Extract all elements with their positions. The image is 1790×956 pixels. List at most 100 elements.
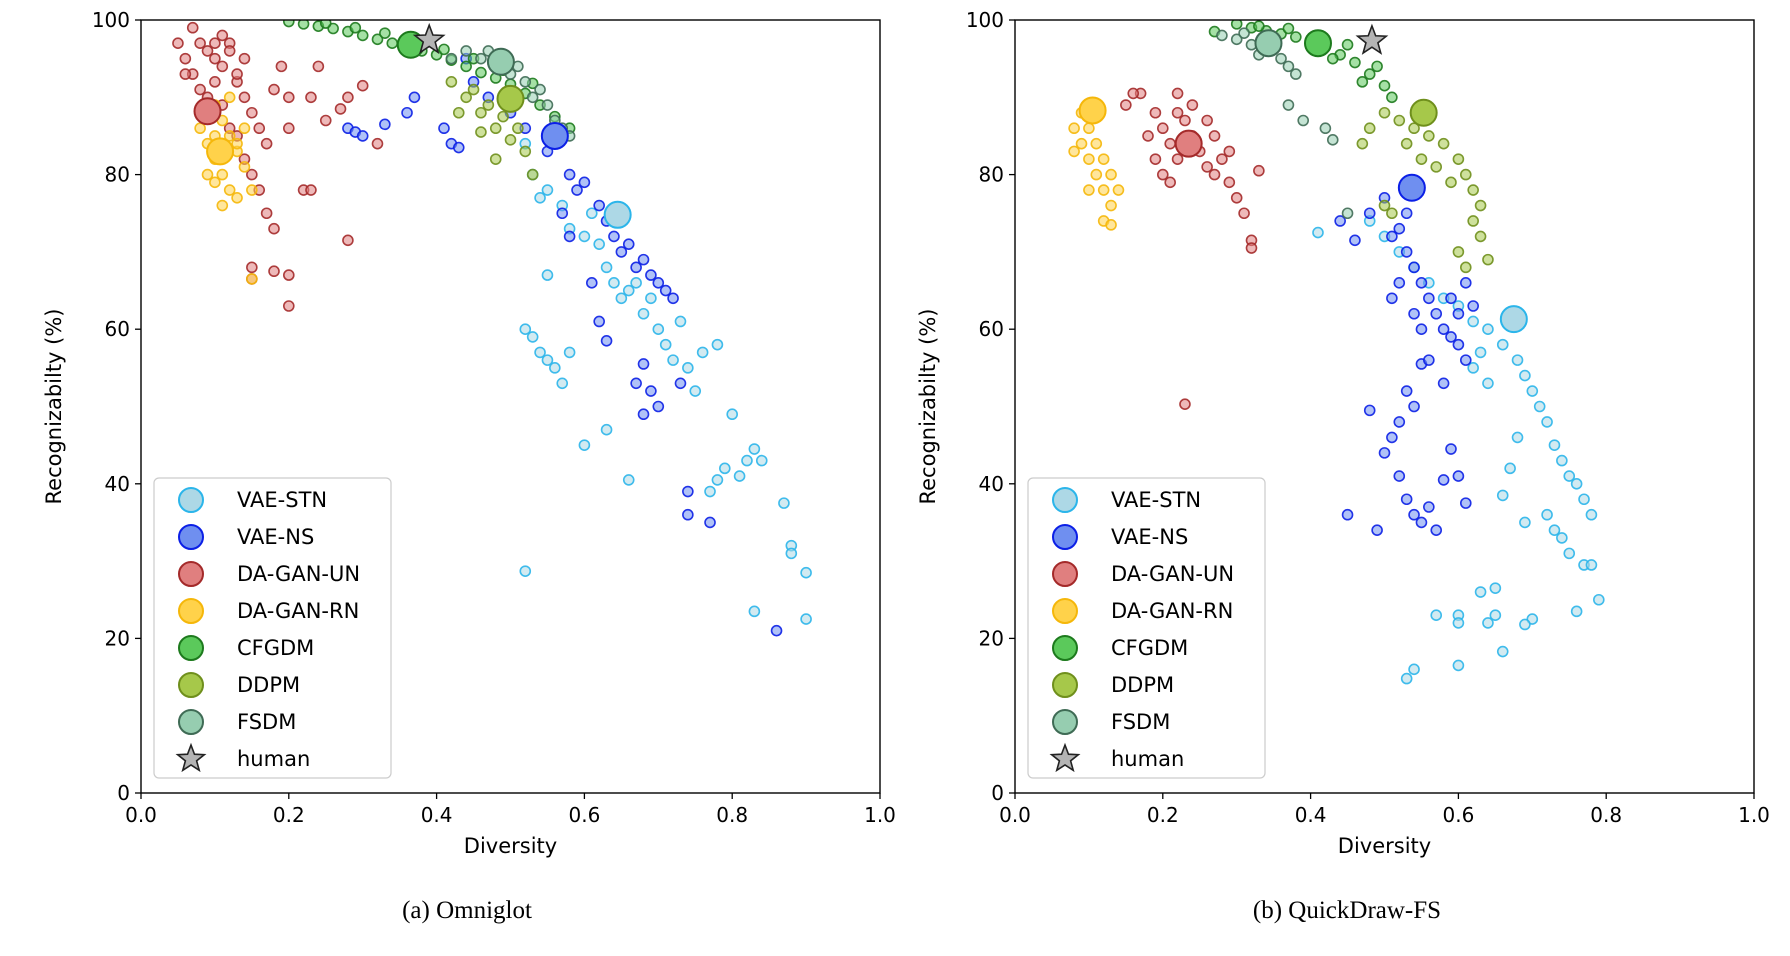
point-vae-stn: [1511, 431, 1524, 444]
point-da-gan-rn: [209, 176, 221, 189]
x-tick-label: 0.6: [1442, 803, 1474, 827]
point-vae-stn: [1519, 516, 1531, 529]
point-da-gan-rn: [223, 130, 236, 142]
point-da-gan-un: [246, 261, 258, 274]
legend-label-vae-ns: VAE-NS: [1111, 525, 1188, 549]
point-da-gan-un: [1223, 145, 1236, 158]
legend-label-cfgdm: CFGDM: [1111, 636, 1188, 660]
y-axis-label: Recognizabilty (%): [42, 308, 66, 504]
point-fsdm: [1341, 207, 1354, 220]
point-vae-stn: [726, 408, 739, 421]
point-da-gan-un: [342, 234, 354, 247]
legend-label-human: human: [237, 747, 310, 771]
legend-label-ddpm: DDPM: [1111, 673, 1174, 697]
point-vae-ns: [1423, 354, 1435, 366]
point-vae-stn: [519, 565, 532, 577]
point-vae-stn: [541, 269, 554, 281]
point-vae-ns: [674, 377, 687, 390]
point-vae-stn: [1482, 323, 1494, 336]
point-cfgdm: [1371, 60, 1383, 73]
point-ddpm: [1474, 230, 1487, 243]
x-tick-label: 1.0: [864, 803, 896, 827]
point-da-gan-un: [1230, 191, 1243, 204]
point-vae-stn: [1496, 645, 1509, 658]
point-vae-stn: [682, 362, 694, 374]
point-da-gan-un: [1208, 168, 1221, 181]
point-cfgdm: [1349, 56, 1361, 69]
point-da-gan-un: [1223, 176, 1236, 189]
point-fsdm: [1216, 29, 1228, 42]
point-da-gan-un: [1164, 176, 1176, 189]
point-fsdm: [534, 83, 546, 96]
point-fsdm: [1319, 122, 1332, 135]
point-vae-stn: [615, 292, 628, 305]
point-vae-stn: [1511, 354, 1524, 366]
point-vae-stn: [563, 346, 576, 359]
legend-label-vae-stn: VAE-STN: [1111, 488, 1201, 512]
point-da-gan-un: [201, 45, 214, 57]
point-da-gan-un: [209, 52, 221, 65]
point-vae-stn: [719, 462, 731, 475]
point-ddpm: [467, 83, 480, 96]
point-fsdm: [519, 76, 532, 88]
point-vae-ns: [1452, 338, 1465, 351]
point-da-gan-un: [1157, 122, 1169, 135]
point-vae-ns: [659, 284, 672, 297]
point-vae-ns: [1415, 323, 1428, 336]
point-vae-stn: [1408, 663, 1420, 676]
point-vae-ns: [1400, 493, 1413, 506]
point-da-gan-rn: [1105, 199, 1117, 212]
point-vae-stn: [622, 474, 635, 486]
point-vae-stn: [667, 354, 679, 366]
point-cfgdm: [1363, 68, 1376, 80]
x-tick-label: 1.0: [1738, 803, 1770, 827]
point-da-gan-un: [1201, 114, 1213, 127]
point-ddpm: [1452, 246, 1465, 258]
point-vae-stn: [637, 307, 650, 320]
point-vae-ns: [1400, 246, 1413, 258]
point-vae-ns: [1393, 277, 1406, 289]
point-vae-ns: [1415, 516, 1428, 529]
point-vae-ns: [356, 130, 369, 142]
point-vae-stn: [519, 323, 532, 336]
point-vae-ns: [1459, 354, 1472, 366]
point-ddpm: [1363, 122, 1376, 135]
scatter-points: [172, 20, 812, 637]
point-ddpm: [1423, 130, 1435, 142]
point-vae-ns: [1408, 261, 1420, 274]
point-da-gan-un: [305, 91, 317, 104]
point-da-gan-rn: [1097, 184, 1110, 196]
scatter-points: [1068, 20, 1605, 685]
point-vae-ns: [770, 624, 783, 637]
point-da-gan-un: [1245, 242, 1258, 254]
point-vae-stn: [1489, 582, 1502, 594]
legend-marker-human: [175, 742, 207, 773]
point-ddpm: [1459, 168, 1472, 181]
point-vae-stn: [800, 613, 812, 625]
point-vae-ns: [1430, 307, 1443, 320]
point-da-gan-un: [1186, 99, 1199, 111]
mean-marker-da-gan-un: [1174, 129, 1203, 158]
point-da-gan-un: [1127, 87, 1140, 100]
point-da-gan-un: [172, 37, 184, 49]
y-tick-label: 20: [979, 626, 1004, 650]
point-da-gan-un: [246, 106, 258, 119]
point-vae-ns: [1334, 215, 1346, 227]
point-vae-ns: [630, 377, 642, 390]
x-axis-label: Diversity: [1338, 834, 1431, 858]
point-da-gan-rn: [1097, 153, 1110, 165]
axes-frame: [140, 19, 881, 794]
point-vae-ns: [1363, 207, 1376, 220]
point-cfgdm: [386, 37, 399, 49]
mean-marker-vae-ns: [540, 121, 569, 150]
point-vae-ns: [593, 315, 605, 328]
legend-marker-ddpm: [178, 672, 204, 698]
y-tick-label: 100: [966, 8, 1004, 32]
point-da-gan-rn: [1083, 184, 1095, 196]
legend-box: [153, 477, 392, 779]
point-vae-ns: [1378, 447, 1391, 459]
point-fsdm: [445, 52, 458, 65]
point-ddpm: [489, 153, 502, 165]
point-da-gan-un: [282, 122, 295, 135]
point-ddpm: [1467, 215, 1479, 227]
